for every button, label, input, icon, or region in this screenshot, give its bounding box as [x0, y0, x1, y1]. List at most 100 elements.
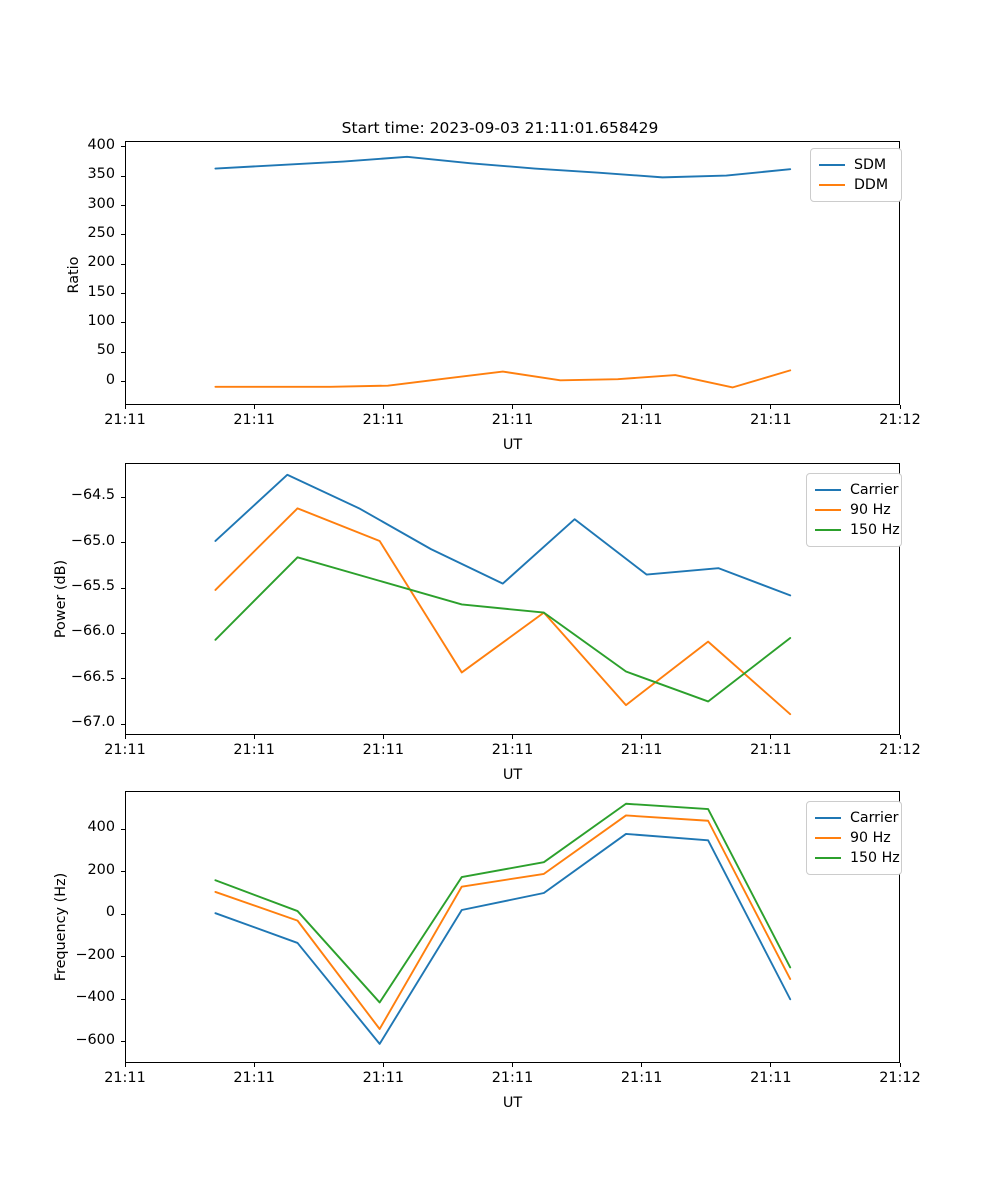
xtick-label: 21:11 [750, 1070, 792, 1086]
ytick-mark [121, 263, 125, 265]
series-line-carrier [214, 832, 792, 1045]
xtick-label: 21:11 [491, 742, 534, 758]
xtick-mark [512, 1063, 514, 1067]
xtick-mark [253, 1063, 255, 1067]
legend-frequency[interactable]: Carrier 90 Hz 150 Hz [806, 801, 902, 875]
ytick-label: −66.0 [70, 623, 115, 640]
xtick-mark [124, 405, 126, 409]
legend-swatch-carrier [815, 488, 841, 492]
xtick-mark [512, 735, 514, 739]
ytick-mark [121, 587, 125, 589]
xtick-mark [899, 405, 901, 409]
ytick-label: 100 [87, 312, 115, 329]
xtick-mark [770, 405, 772, 409]
legend-label-90hz: 90 Hz [850, 501, 891, 518]
xtick-label: 21:11 [750, 412, 792, 428]
ytick-label: −65.5 [70, 578, 115, 595]
legend-swatch-carrier [815, 816, 841, 820]
legend-item: 90 Hz [815, 500, 892, 520]
legend-power[interactable]: Carrier 90 Hz 150 Hz [806, 473, 902, 547]
legend-swatch-ddm [819, 183, 845, 187]
ytick-label: 400 [87, 136, 115, 153]
xtick-label: 21:12 [879, 742, 921, 758]
ytick-mark [121, 998, 125, 1000]
axes-frame-frequency [125, 791, 900, 1063]
xtick-label: 21:11 [362, 412, 405, 428]
xtick-label: 21:11 [233, 1070, 275, 1086]
axes-frame-power [125, 463, 900, 735]
xtick-mark [382, 735, 384, 739]
legend-label-150hz: 150 Hz [850, 849, 900, 866]
ytick-mark [121, 381, 125, 383]
ytick-mark [121, 632, 125, 635]
ytick-mark [121, 723, 125, 725]
legend-label-90hz: 90 Hz [850, 829, 891, 846]
legend-item: 150 Hz [815, 848, 900, 868]
ytick-label: −67.0 [70, 714, 115, 731]
xtick-label: 21:11 [620, 1070, 663, 1086]
legend-label-carrier: Carrier [850, 809, 899, 826]
xtick-mark [641, 735, 643, 739]
legend-label-ddm: DDM [854, 176, 889, 193]
ytick-label: −600 [75, 1031, 115, 1048]
legend-item: 90 Hz [815, 828, 892, 848]
xtick-label: 21:11 [233, 412, 275, 428]
xtick-label: 21:11 [104, 742, 146, 758]
series-line-sdm [214, 155, 792, 179]
legend-item: DDM [819, 175, 892, 195]
legend-swatch-90hz [815, 508, 841, 512]
series-line-150-hz [214, 802, 792, 1004]
ytick-mark [121, 956, 125, 958]
xtick-label: 21:11 [362, 1070, 405, 1086]
xtick-mark [899, 735, 901, 739]
xlabel-power: UT [502, 767, 523, 783]
xtick-label: 21:11 [491, 1070, 534, 1086]
xtick-mark [512, 405, 514, 409]
legend-label-sdm: SDM [854, 156, 887, 173]
xtick-label: 21:11 [104, 1070, 146, 1086]
ytick-label: 250 [87, 224, 115, 241]
ytick-label: −400 [75, 989, 115, 1006]
xtick-mark [641, 405, 643, 409]
series-line-carrier [214, 473, 792, 597]
ytick-mark [121, 351, 125, 353]
xtick-mark [899, 1063, 901, 1067]
legend-item: 150 Hz [815, 520, 900, 540]
xtick-mark [253, 735, 255, 739]
series-line-ddm [214, 369, 792, 389]
legend-item: Carrier [815, 808, 899, 828]
ytick-label: 150 [87, 283, 115, 300]
legend-label-150hz: 150 Hz [850, 521, 900, 538]
legend-item: SDM [819, 155, 892, 175]
ytick-label: −64.5 [70, 487, 115, 504]
ytick-mark [121, 234, 125, 236]
xtick-mark [124, 735, 126, 739]
xtick-label: 21:11 [104, 412, 146, 428]
xlabel-ratio: UT [502, 437, 523, 453]
ytick-mark [121, 913, 125, 915]
legend-swatch-sdm [819, 163, 845, 167]
ytick-label: −66.5 [70, 668, 115, 685]
legend-swatch-150hz [815, 856, 841, 860]
xtick-mark [253, 405, 255, 409]
figure-title: Start time: 2023-09-03 21:11:01.658429 [341, 119, 659, 137]
xtick-mark [770, 1063, 772, 1067]
ytick-mark [121, 496, 125, 499]
ytick-mark [121, 175, 125, 177]
xtick-label: 21:11 [233, 742, 275, 758]
ytick-label: 0 [105, 371, 115, 388]
series-line-150-hz [214, 556, 792, 703]
legend-swatch-90hz [815, 836, 841, 840]
ytick-mark [121, 542, 125, 544]
xtick-mark [770, 735, 772, 739]
xtick-mark [641, 1063, 643, 1067]
legend-ratio[interactable]: SDM DDM [810, 148, 902, 202]
ytick-label: 200 [87, 254, 115, 271]
